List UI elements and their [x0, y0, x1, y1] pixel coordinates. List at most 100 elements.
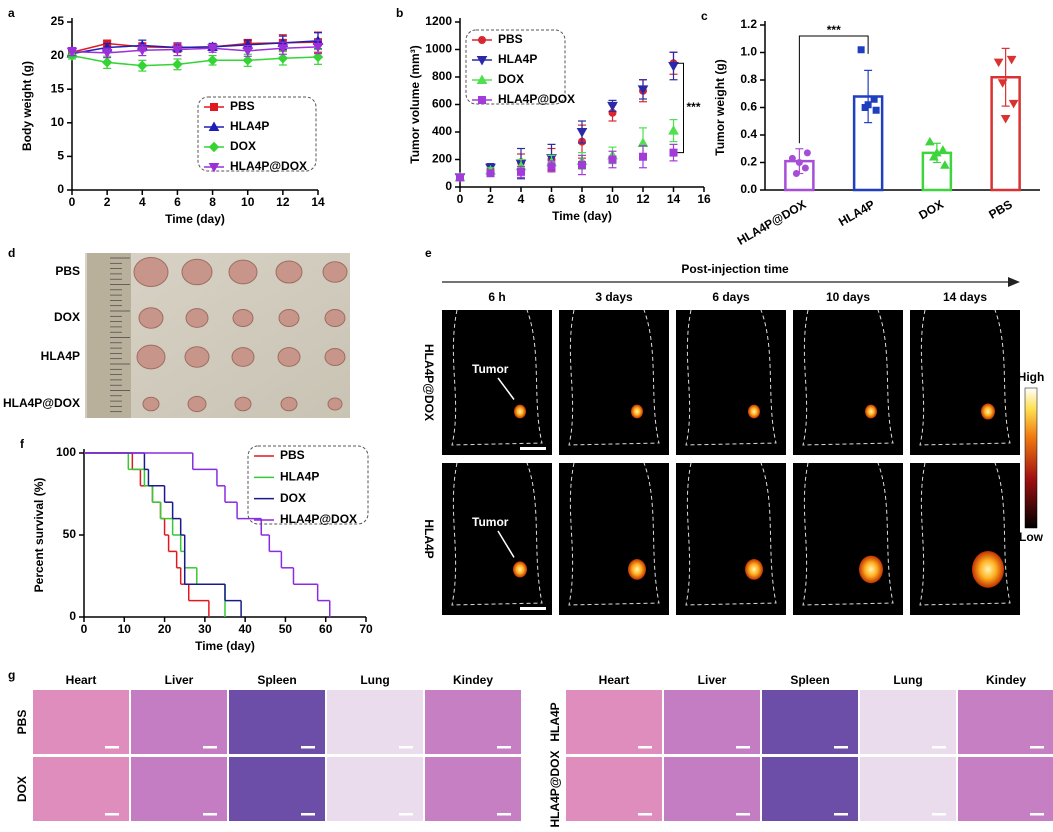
legend-marker — [208, 163, 220, 173]
x-tick-label: 60 — [319, 622, 333, 636]
scale-bar — [497, 746, 511, 749]
y-tick-label: 10 — [51, 115, 65, 129]
histology-image — [327, 757, 423, 821]
y-tick-label: 0.6 — [740, 100, 757, 114]
x-tick-label: DOX — [916, 197, 946, 222]
legend-box — [247, 445, 369, 525]
organ-label: Spleen — [790, 673, 829, 687]
marker — [668, 62, 679, 72]
signal — [981, 403, 995, 420]
marker — [547, 162, 556, 171]
marker — [1008, 99, 1019, 109]
arrow-head — [1008, 277, 1020, 287]
row-label: HLA4P@DOX — [3, 396, 80, 410]
x-tick-label: 20 — [158, 622, 172, 636]
y-tick-label: 800 — [432, 69, 452, 83]
x-axis-label: Time (day) — [552, 209, 612, 223]
marker — [578, 161, 586, 169]
organ-label: Kindey — [453, 673, 493, 687]
body-outline — [802, 309, 894, 446]
panel-label: g — [8, 668, 15, 682]
signal — [514, 404, 526, 419]
scale-bar — [736, 813, 750, 816]
image — [442, 463, 552, 615]
marker — [637, 85, 649, 95]
histology-image — [664, 757, 760, 821]
body-outline — [919, 309, 1011, 446]
legend-label: PBS — [280, 448, 305, 462]
x-tick-label: 2 — [487, 192, 494, 206]
y-tick-label: 200 — [432, 152, 452, 166]
marker — [997, 79, 1008, 88]
legend-box — [465, 29, 566, 105]
scale-bar — [932, 813, 946, 816]
significance-bracket — [798, 35, 869, 144]
tumor — [327, 397, 343, 411]
signal — [748, 404, 760, 419]
histology-image — [425, 690, 521, 754]
histology-image — [762, 690, 858, 754]
scale-bar — [1030, 746, 1044, 749]
marker — [938, 145, 948, 154]
x-tick-label: HLA4P@DOX — [735, 197, 809, 248]
y-tick-label: 1.2 — [740, 17, 757, 31]
marker — [803, 149, 811, 157]
y-tick-label: 0.0 — [740, 182, 757, 196]
histology-image — [131, 757, 227, 821]
row-label: HLA4P@DOX — [422, 344, 436, 421]
body-outline — [451, 462, 543, 606]
body-outline — [568, 462, 660, 606]
image — [559, 463, 669, 615]
y-axis-label: Percent survival (%) — [32, 478, 46, 593]
column-label: 6 days — [712, 290, 750, 304]
marker — [277, 53, 289, 64]
scale-bar — [932, 746, 946, 749]
marker — [940, 160, 950, 169]
body-outline — [802, 462, 894, 606]
scale-bar — [203, 746, 217, 749]
marker — [788, 154, 796, 162]
legend-label: DOX — [280, 491, 306, 505]
y-axis-label: Body weight (g) — [20, 61, 34, 151]
x-tick-label: 0 — [457, 192, 464, 206]
body-outline — [685, 462, 777, 606]
legend-label: HLA4P — [280, 470, 319, 484]
legend-label: DOX — [498, 72, 524, 86]
row-label: HLA4P@DOX — [548, 750, 562, 827]
legend-box — [197, 96, 317, 172]
scale-bar — [301, 746, 315, 749]
x-tick-label: 30 — [198, 622, 212, 636]
tumor — [228, 259, 258, 285]
body-outline — [451, 309, 543, 446]
marker — [517, 167, 525, 176]
image — [442, 310, 552, 455]
marker — [607, 101, 618, 112]
marker — [456, 173, 464, 182]
row-label: HLA4P — [422, 519, 436, 558]
ruler — [87, 253, 131, 418]
y-tick-label: 25 — [51, 14, 65, 28]
x-tick-label: 14 — [311, 195, 325, 209]
image — [910, 463, 1020, 615]
organ-label: Spleen — [257, 673, 296, 687]
scale-bar — [1030, 813, 1044, 816]
scale-bar — [638, 746, 652, 749]
x-tick-label: 4 — [518, 192, 525, 206]
scale-bar — [105, 813, 119, 816]
y-tick-label: 0 — [57, 182, 64, 196]
signal — [628, 559, 646, 580]
marker — [207, 55, 218, 66]
x-tick-label: 40 — [238, 622, 252, 636]
signal — [631, 404, 643, 419]
legend-label: HLA4P — [230, 119, 269, 133]
histology-image — [131, 690, 227, 754]
x-tick-label: 0 — [81, 622, 88, 636]
y-axis-label: Tumor volume (mm³) — [408, 45, 422, 163]
column-label: 3 days — [595, 290, 633, 304]
legend-label: PBS — [230, 99, 255, 113]
x-tick-label: HLA4P — [836, 197, 877, 229]
legend-label: HLA4P@DOX — [230, 159, 307, 173]
panel-label: f — [20, 437, 25, 451]
organ-label: Heart — [66, 673, 97, 687]
marker — [312, 51, 324, 63]
